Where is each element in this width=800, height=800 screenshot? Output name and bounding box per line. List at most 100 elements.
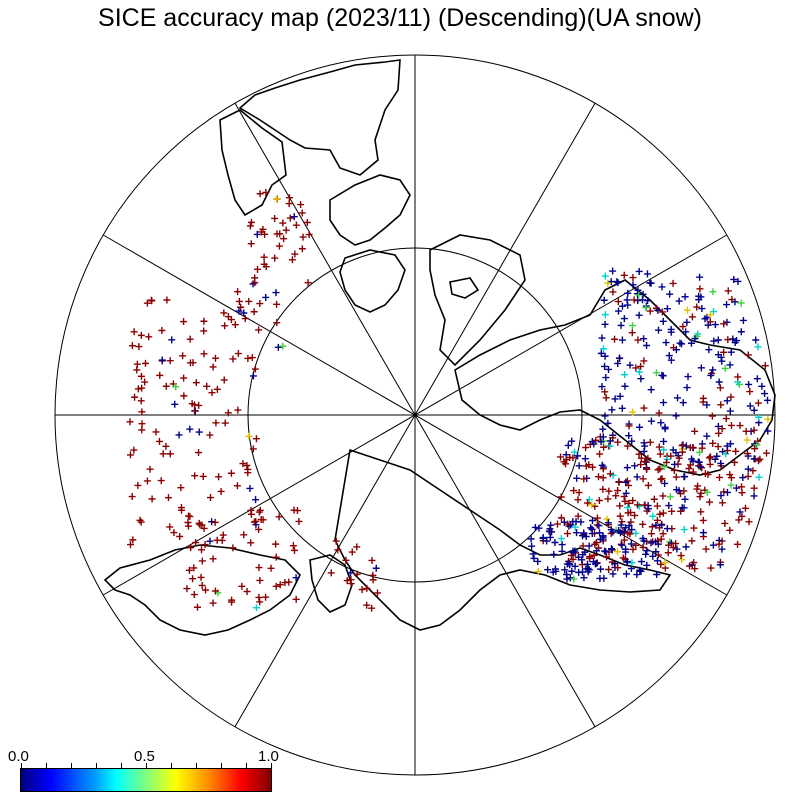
observation-marker <box>586 553 594 561</box>
observation-marker <box>633 473 641 481</box>
observation-marker <box>599 345 607 353</box>
observation-marker <box>750 426 758 434</box>
map-title: SICE accuracy map (2023/11) (Descending)… <box>98 4 702 32</box>
observation-marker <box>595 496 603 504</box>
observation-marker <box>593 547 601 555</box>
observation-marker <box>243 587 251 595</box>
observation-marker <box>249 445 257 453</box>
observation-marker <box>220 376 228 384</box>
observation-marker <box>762 449 770 457</box>
observation-marker <box>190 591 198 599</box>
observation-marker <box>137 372 145 380</box>
observation-marker <box>601 320 609 328</box>
observation-marker <box>209 599 217 607</box>
observation-marker <box>601 547 609 555</box>
observation-marker <box>723 301 731 309</box>
observation-marker <box>191 472 199 480</box>
observation-marker <box>604 495 612 503</box>
observation-marker <box>679 323 687 331</box>
observation-marker <box>247 240 255 248</box>
observation-marker <box>276 581 284 589</box>
observation-marker <box>627 518 635 526</box>
observation-marker <box>726 526 734 534</box>
observation-marker <box>640 335 648 343</box>
observation-marker <box>616 512 624 520</box>
observation-marker <box>289 542 297 550</box>
colorbar-mid-label: 0.5 <box>134 748 155 765</box>
observation-marker <box>671 460 679 468</box>
observation-marker <box>233 482 241 490</box>
observation-marker <box>158 356 166 364</box>
observation-marker <box>255 564 263 572</box>
observation-marker <box>669 544 677 552</box>
observation-marker <box>636 566 644 574</box>
observation-marker <box>551 538 559 546</box>
observation-marker <box>754 343 762 351</box>
observation-marker <box>614 298 622 306</box>
observation-marker <box>211 587 219 595</box>
observation-marker <box>601 412 609 420</box>
observation-marker <box>250 518 258 526</box>
coastlines <box>103 59 776 636</box>
observation-marker <box>641 458 649 466</box>
observation-marker <box>138 384 146 392</box>
observation-marker <box>303 218 311 226</box>
observation-marker <box>621 382 629 390</box>
observation-marker <box>604 419 612 427</box>
observation-marker <box>583 560 591 568</box>
observation-marker <box>628 526 636 534</box>
observation-marker <box>191 407 199 415</box>
observation-marker <box>595 522 603 530</box>
observation-marker <box>146 465 154 473</box>
observation-marker <box>148 297 156 305</box>
observation-marker <box>718 499 726 507</box>
observation-marker <box>620 271 628 279</box>
observation-marker <box>254 265 262 273</box>
observation-marker <box>600 296 608 304</box>
observation-marker <box>723 397 731 405</box>
observation-marker <box>563 575 571 583</box>
observation-marker <box>598 461 606 469</box>
observation-marker <box>564 441 572 449</box>
observation-marker <box>208 389 216 397</box>
observation-marker <box>734 277 742 285</box>
observation-marker <box>739 474 747 482</box>
observation-marker <box>688 455 696 463</box>
coastline-north-america <box>238 59 401 176</box>
observation-marker <box>200 327 208 335</box>
observation-marker <box>714 443 722 451</box>
observation-marker <box>646 307 654 315</box>
observation-marker <box>561 566 569 574</box>
observation-marker <box>639 520 647 528</box>
observation-marker <box>141 359 149 367</box>
observation-marker <box>259 516 267 524</box>
observation-marker <box>750 406 758 414</box>
observation-marker <box>667 356 675 364</box>
observation-marker <box>743 450 751 458</box>
observation-marker <box>690 559 698 567</box>
observation-marker <box>571 448 579 456</box>
observation-marker <box>626 530 634 538</box>
observation-marker <box>152 428 160 436</box>
observation-marker <box>347 580 355 588</box>
observation-marker <box>192 379 200 387</box>
observation-marker <box>262 188 270 196</box>
observation-marker <box>707 564 715 572</box>
observation-marker <box>159 450 167 458</box>
observation-marker <box>635 267 643 275</box>
observation-marker <box>615 478 623 486</box>
observation-marker <box>666 538 674 546</box>
observation-marker <box>627 508 635 516</box>
observation-marker <box>669 446 677 454</box>
observation-marker <box>574 496 582 504</box>
observation-marker <box>649 552 657 560</box>
observation-marker <box>570 575 578 583</box>
observation-marker <box>625 422 633 430</box>
colorbar-tick <box>121 763 122 769</box>
colorbar-tick <box>46 763 47 769</box>
observation-marker <box>672 540 680 548</box>
observation-marker <box>711 321 719 329</box>
observation-marker <box>620 536 628 544</box>
observation-marker <box>643 342 651 350</box>
observation-marker <box>662 339 670 347</box>
